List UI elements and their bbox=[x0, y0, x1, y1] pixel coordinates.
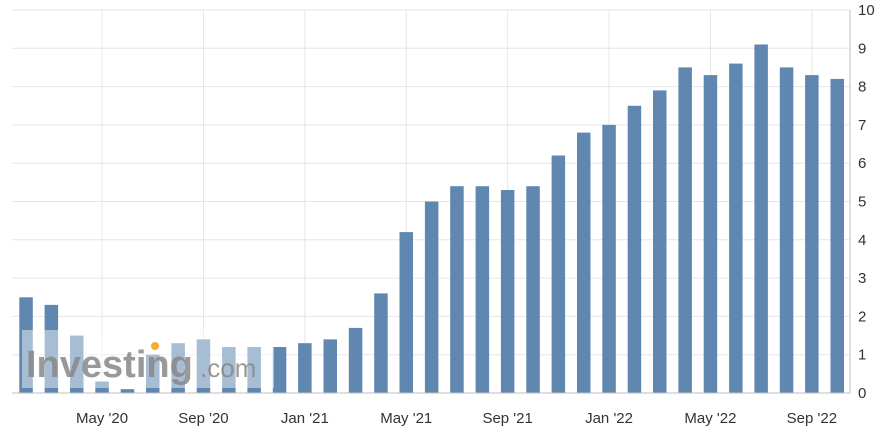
bar[interactable]: Oct '20: 1.2 bbox=[222, 347, 236, 393]
y-tick-label: 1 bbox=[858, 347, 866, 364]
x-tick-label: Jan '22 bbox=[585, 410, 633, 427]
x-tick-label: Sep '20 bbox=[178, 410, 228, 427]
bar[interactable]: Oct '21: 5.4 bbox=[526, 186, 540, 393]
watermark-brand-text: Investing bbox=[26, 344, 193, 386]
bar[interactable]: Sep '22: 8.3 bbox=[805, 75, 819, 393]
x-tick-label: May '22 bbox=[684, 410, 736, 427]
bar[interactable]: Mar '21: 1.7 bbox=[348, 327, 363, 393]
bar[interactable]: Sep '21: 5.3 bbox=[500, 190, 515, 393]
watermark-dot-icon bbox=[151, 342, 159, 350]
bar[interactable]: Sep '20: 1.4 bbox=[196, 339, 211, 393]
bar[interactable]: Dec '20: 1.2 bbox=[272, 347, 287, 393]
bar[interactable]: Jul '21: 5.4 bbox=[450, 186, 464, 393]
y-tick-label: 5 bbox=[858, 194, 866, 211]
bar[interactable]: Jul '22: 9.1 bbox=[754, 44, 768, 394]
y-tick-label: 9 bbox=[858, 40, 866, 57]
watermark-backdrop bbox=[22, 330, 274, 388]
bar[interactable]: Aug '22: 8.5 bbox=[779, 67, 794, 394]
bar[interactable]: Oct '22: 8.2 bbox=[830, 78, 845, 394]
bar[interactable]: Jan '22: 7 bbox=[602, 124, 616, 394]
y-tick-label: 8 bbox=[858, 79, 866, 96]
bar[interactable]: May '22: 8.3 bbox=[703, 75, 718, 393]
bar[interactable]: Mar '22: 7.9 bbox=[653, 90, 667, 394]
y-tick-label: 0 bbox=[858, 385, 866, 402]
x-tick-label: May '21 bbox=[380, 410, 432, 427]
y-tick-label: 10 bbox=[858, 2, 875, 19]
bar[interactable]: Feb '20: 2.5 bbox=[19, 297, 33, 394]
bar[interactable]: Apr '22: 8.5 bbox=[678, 67, 692, 394]
bar[interactable]: Jun '22: 8.6 bbox=[729, 63, 743, 393]
y-tick-label: 6 bbox=[858, 155, 866, 172]
bar[interactable]: Jun '20: 0.1 bbox=[120, 389, 135, 393]
y-tick-label: 7 bbox=[858, 117, 866, 134]
bar[interactable]: Apr '21: 2.6 bbox=[374, 293, 388, 393]
x-tick-label: Jan '21 bbox=[281, 410, 329, 427]
bar[interactable]: May '20: 0.3 bbox=[95, 381, 109, 394]
bar[interactable]: Apr '20: 1.5 bbox=[70, 335, 84, 393]
bar[interactable]: Dec '21: 6.8 bbox=[577, 132, 591, 393]
bar[interactable]: Aug '20: 1.3 bbox=[171, 343, 185, 393]
axes: 0 1 2 3 4 5 6 7 8 9 10 May '20 Sep '20 Jan '21 May '21… bbox=[12, 2, 875, 427]
bar[interactable]: Feb '21: 1.4 bbox=[323, 339, 338, 393]
y-tick-label: 3 bbox=[858, 270, 866, 287]
watermark-suffix-text: .com bbox=[200, 353, 256, 383]
x-tick-label: Sep '22 bbox=[787, 410, 837, 427]
bar[interactable]: Mar '20: 2.3 bbox=[44, 304, 59, 393]
bars: Feb '20: 2.5 Mar '20: 2.3 Apr '20: 1.5 May … bbox=[19, 44, 845, 394]
y-tick-label: 2 bbox=[858, 308, 866, 325]
bar[interactable]: Aug '21: 5.4 bbox=[475, 186, 490, 393]
x-tick-label: Sep '21 bbox=[482, 410, 532, 427]
bar[interactable]: Nov '21: 6.2 bbox=[551, 155, 566, 394]
bar[interactable]: May '21: 4.2 bbox=[399, 232, 414, 393]
y-tick-label: 4 bbox=[858, 232, 866, 249]
bar[interactable]: Jul '20: 1 bbox=[146, 354, 160, 393]
bar[interactable]: Jan '21: 1.3 bbox=[298, 343, 312, 393]
bar[interactable]: Feb '22: 7.5 bbox=[627, 105, 642, 394]
x-tick-label: May '20 bbox=[76, 410, 128, 427]
bar[interactable]: Nov '20: 1.2 bbox=[247, 347, 261, 393]
watermark: Investing .com bbox=[22, 330, 274, 388]
bar[interactable]: Jun '21: 5 bbox=[424, 201, 439, 394]
